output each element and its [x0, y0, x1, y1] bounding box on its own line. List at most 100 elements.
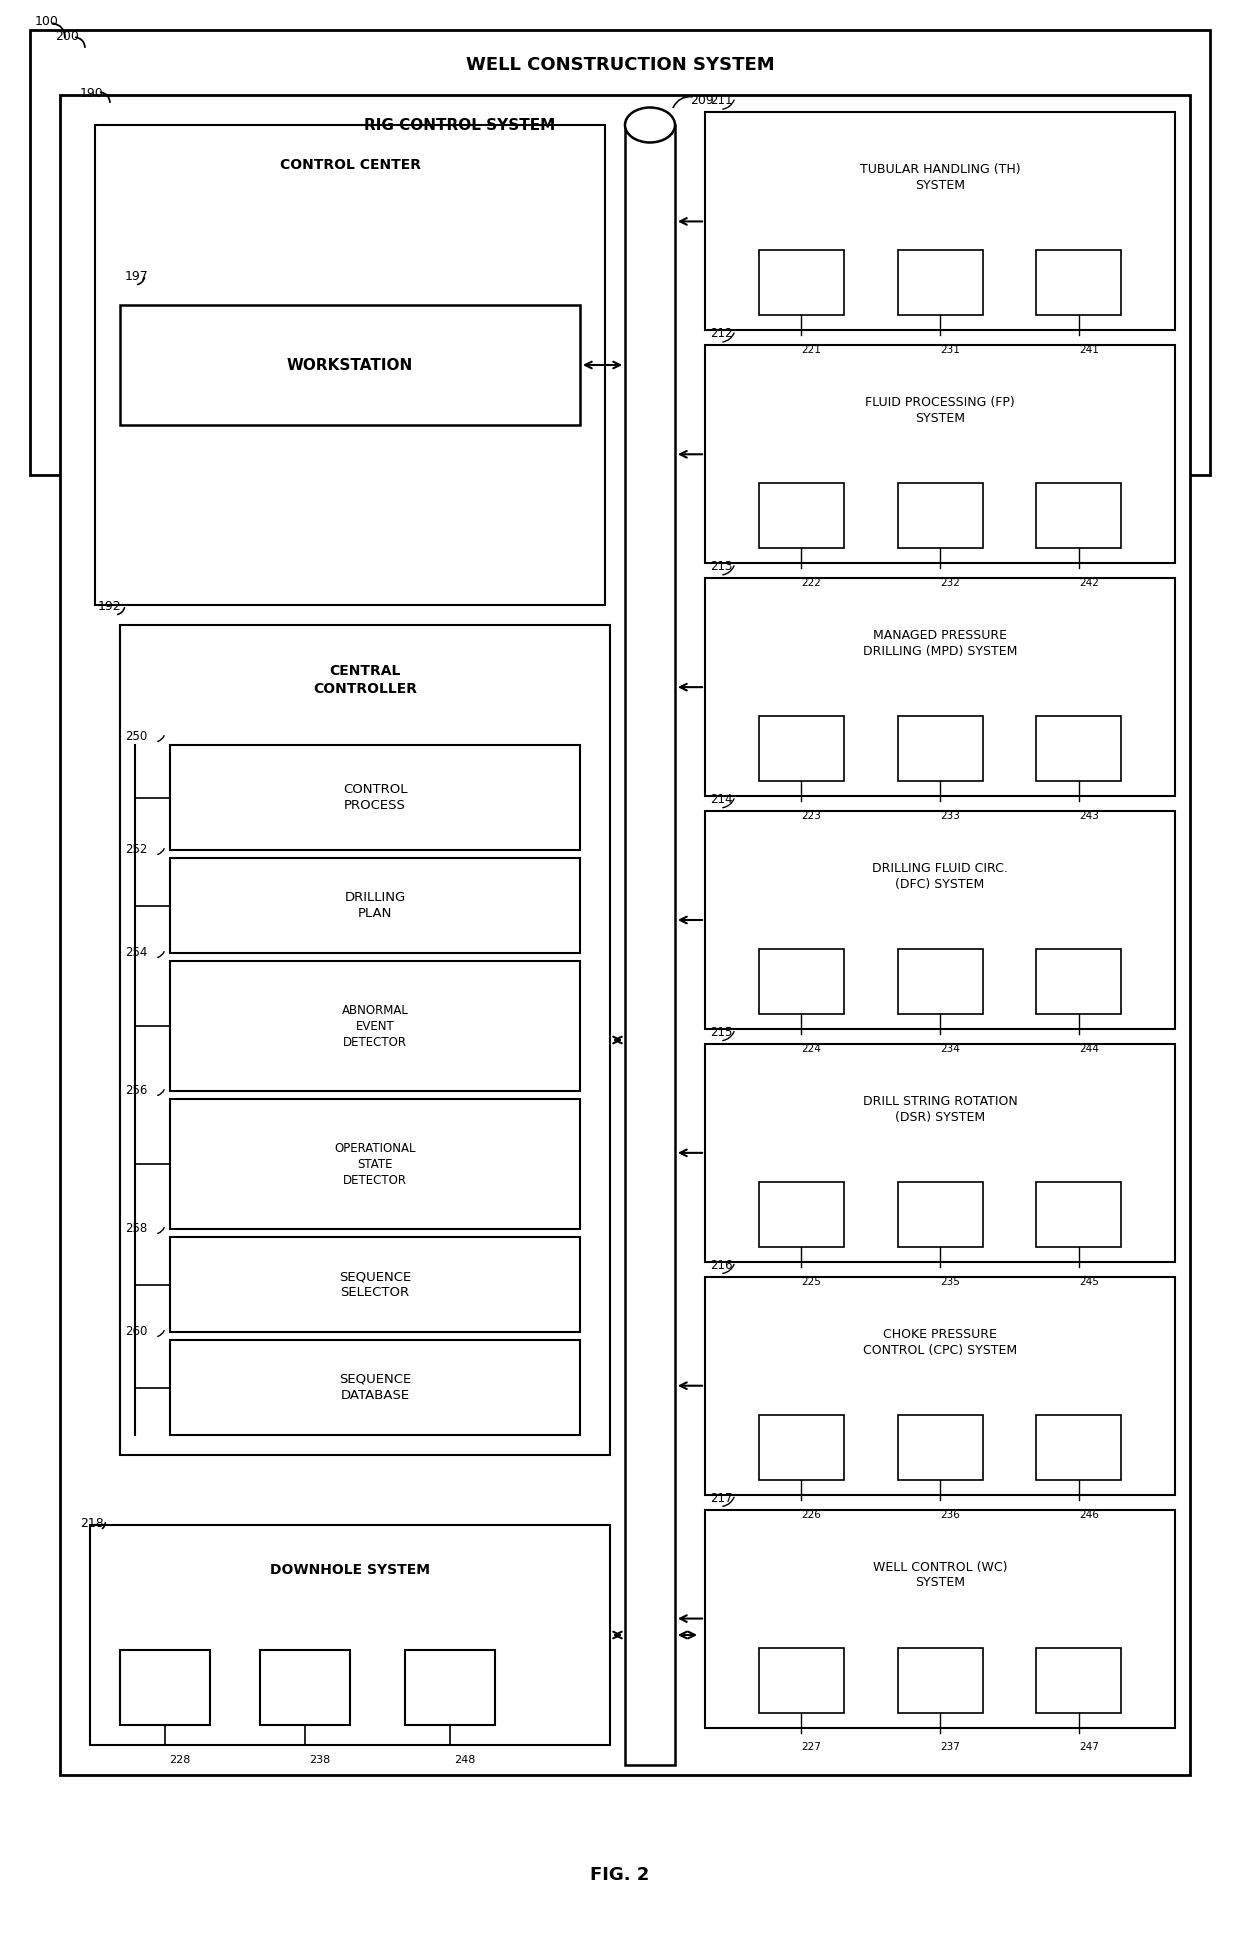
Text: 231: 231	[940, 346, 960, 356]
Text: 225: 225	[801, 1277, 821, 1286]
Text: 234: 234	[940, 1044, 960, 1054]
Bar	[260, 1650, 350, 1724]
Text: CONTROL
PROCESS: CONTROL PROCESS	[342, 784, 407, 811]
Bar	[170, 1339, 580, 1435]
Text: SEQUENCE
DATABASE: SEQUENCE DATABASE	[339, 1372, 412, 1402]
Text: CENTRAL
CONTROLLER: CENTRAL CONTROLLER	[312, 665, 417, 696]
Text: FIG. 2: FIG. 2	[590, 1865, 650, 1885]
Bar	[120, 626, 610, 1455]
Text: CHOKE PRESSURE
CONTROL (CPC) SYSTEM: CHOKE PRESSURE CONTROL (CPC) SYSTEM	[863, 1327, 1017, 1357]
Text: 228: 228	[170, 1756, 191, 1765]
Text: 242: 242	[1079, 579, 1099, 588]
Text: 214: 214	[711, 794, 733, 805]
Bar	[170, 858, 580, 952]
Text: 237: 237	[940, 1742, 960, 1752]
Bar	[706, 1277, 1176, 1496]
Text: 216: 216	[711, 1259, 733, 1273]
Bar	[898, 716, 982, 782]
Bar	[759, 1648, 843, 1713]
Bar	[898, 483, 982, 547]
Text: 248: 248	[454, 1756, 476, 1765]
Text: OPERATIONAL
STATE
DETECTOR: OPERATIONAL STATE DETECTOR	[335, 1142, 415, 1187]
Text: ABNORMAL
EVENT
DETECTOR: ABNORMAL EVENT DETECTOR	[341, 1003, 408, 1048]
Bar	[706, 346, 1176, 563]
Text: 190: 190	[81, 88, 104, 100]
Text: 221: 221	[801, 346, 821, 356]
Text: 226: 226	[801, 1509, 821, 1519]
Text: WELL CONTROL (WC)
SYSTEM: WELL CONTROL (WC) SYSTEM	[873, 1560, 1007, 1589]
Text: 244: 244	[1079, 1044, 1099, 1054]
Text: 260: 260	[125, 1325, 148, 1337]
Text: 246: 246	[1079, 1509, 1099, 1519]
Text: 233: 233	[940, 811, 960, 821]
Bar	[759, 250, 843, 315]
Bar	[706, 1509, 1176, 1728]
Bar	[898, 1648, 982, 1713]
Bar	[1037, 716, 1121, 782]
Bar	[706, 579, 1176, 796]
Text: 245: 245	[1079, 1277, 1099, 1286]
Text: 192: 192	[98, 600, 122, 614]
Text: 212: 212	[711, 326, 733, 340]
Bar	[170, 962, 580, 1091]
Bar	[706, 113, 1176, 330]
Text: DRILL STRING ROTATION
(DSR) SYSTEM: DRILL STRING ROTATION (DSR) SYSTEM	[863, 1095, 1017, 1124]
Bar	[759, 948, 843, 1015]
Bar	[898, 250, 982, 315]
Bar	[1037, 948, 1121, 1015]
Bar	[405, 1650, 495, 1724]
Text: 211: 211	[711, 94, 733, 108]
Bar	[706, 811, 1176, 1028]
Text: WORKSTATION: WORKSTATION	[286, 358, 413, 373]
Text: 254: 254	[125, 946, 148, 960]
Text: 197: 197	[125, 270, 149, 283]
Text: 209: 209	[689, 94, 714, 106]
Text: 224: 224	[801, 1044, 821, 1054]
Bar	[1037, 1181, 1121, 1247]
Bar	[898, 1415, 982, 1480]
Text: DRILLING FLUID CIRC.
(DFC) SYSTEM: DRILLING FLUID CIRC. (DFC) SYSTEM	[872, 862, 1008, 891]
Bar	[1037, 250, 1121, 315]
Text: 241: 241	[1079, 346, 1099, 356]
Bar	[95, 125, 605, 604]
Text: 247: 247	[1079, 1742, 1099, 1752]
Bar	[170, 1099, 580, 1230]
Bar	[706, 1044, 1176, 1261]
Bar	[759, 1181, 843, 1247]
Text: 200: 200	[55, 29, 79, 43]
Text: 235: 235	[940, 1277, 960, 1286]
Text: MANAGED PRESSURE
DRILLING (MPD) SYSTEM: MANAGED PRESSURE DRILLING (MPD) SYSTEM	[863, 630, 1017, 659]
Text: 215: 215	[711, 1026, 733, 1038]
Bar	[120, 1650, 210, 1724]
Text: SEQUENCE
SELECTOR: SEQUENCE SELECTOR	[339, 1271, 412, 1298]
Text: WELL CONSTRUCTION SYSTEM: WELL CONSTRUCTION SYSTEM	[466, 57, 774, 74]
Text: 100: 100	[35, 16, 58, 27]
Text: 222: 222	[801, 579, 821, 588]
Text: 218: 218	[81, 1517, 104, 1531]
Text: 258: 258	[125, 1222, 148, 1236]
Bar	[30, 29, 1210, 475]
Text: 238: 238	[309, 1756, 331, 1765]
Text: 256: 256	[125, 1083, 148, 1097]
Bar	[898, 1181, 982, 1247]
Text: FLUID PROCESSING (FP)
SYSTEM: FLUID PROCESSING (FP) SYSTEM	[866, 397, 1014, 426]
Text: DRILLING
PLAN: DRILLING PLAN	[345, 891, 405, 921]
Text: 227: 227	[801, 1742, 821, 1752]
Text: TUBULAR HANDLING (TH)
SYSTEM: TUBULAR HANDLING (TH) SYSTEM	[859, 164, 1021, 192]
Ellipse shape	[625, 108, 675, 143]
Text: 217: 217	[711, 1492, 733, 1505]
Bar	[759, 483, 843, 547]
Text: RIG CONTROL SYSTEM: RIG CONTROL SYSTEM	[365, 117, 556, 133]
Bar	[625, 125, 675, 1765]
Bar	[759, 1415, 843, 1480]
Text: 223: 223	[801, 811, 821, 821]
Text: 252: 252	[125, 843, 148, 856]
Text: 250: 250	[125, 729, 148, 743]
Text: 213: 213	[711, 561, 733, 573]
Bar	[60, 96, 1190, 1775]
Text: 232: 232	[940, 579, 960, 588]
Bar	[898, 948, 982, 1015]
Bar	[1037, 1648, 1121, 1713]
Bar	[1037, 483, 1121, 547]
Bar	[91, 1525, 610, 1746]
